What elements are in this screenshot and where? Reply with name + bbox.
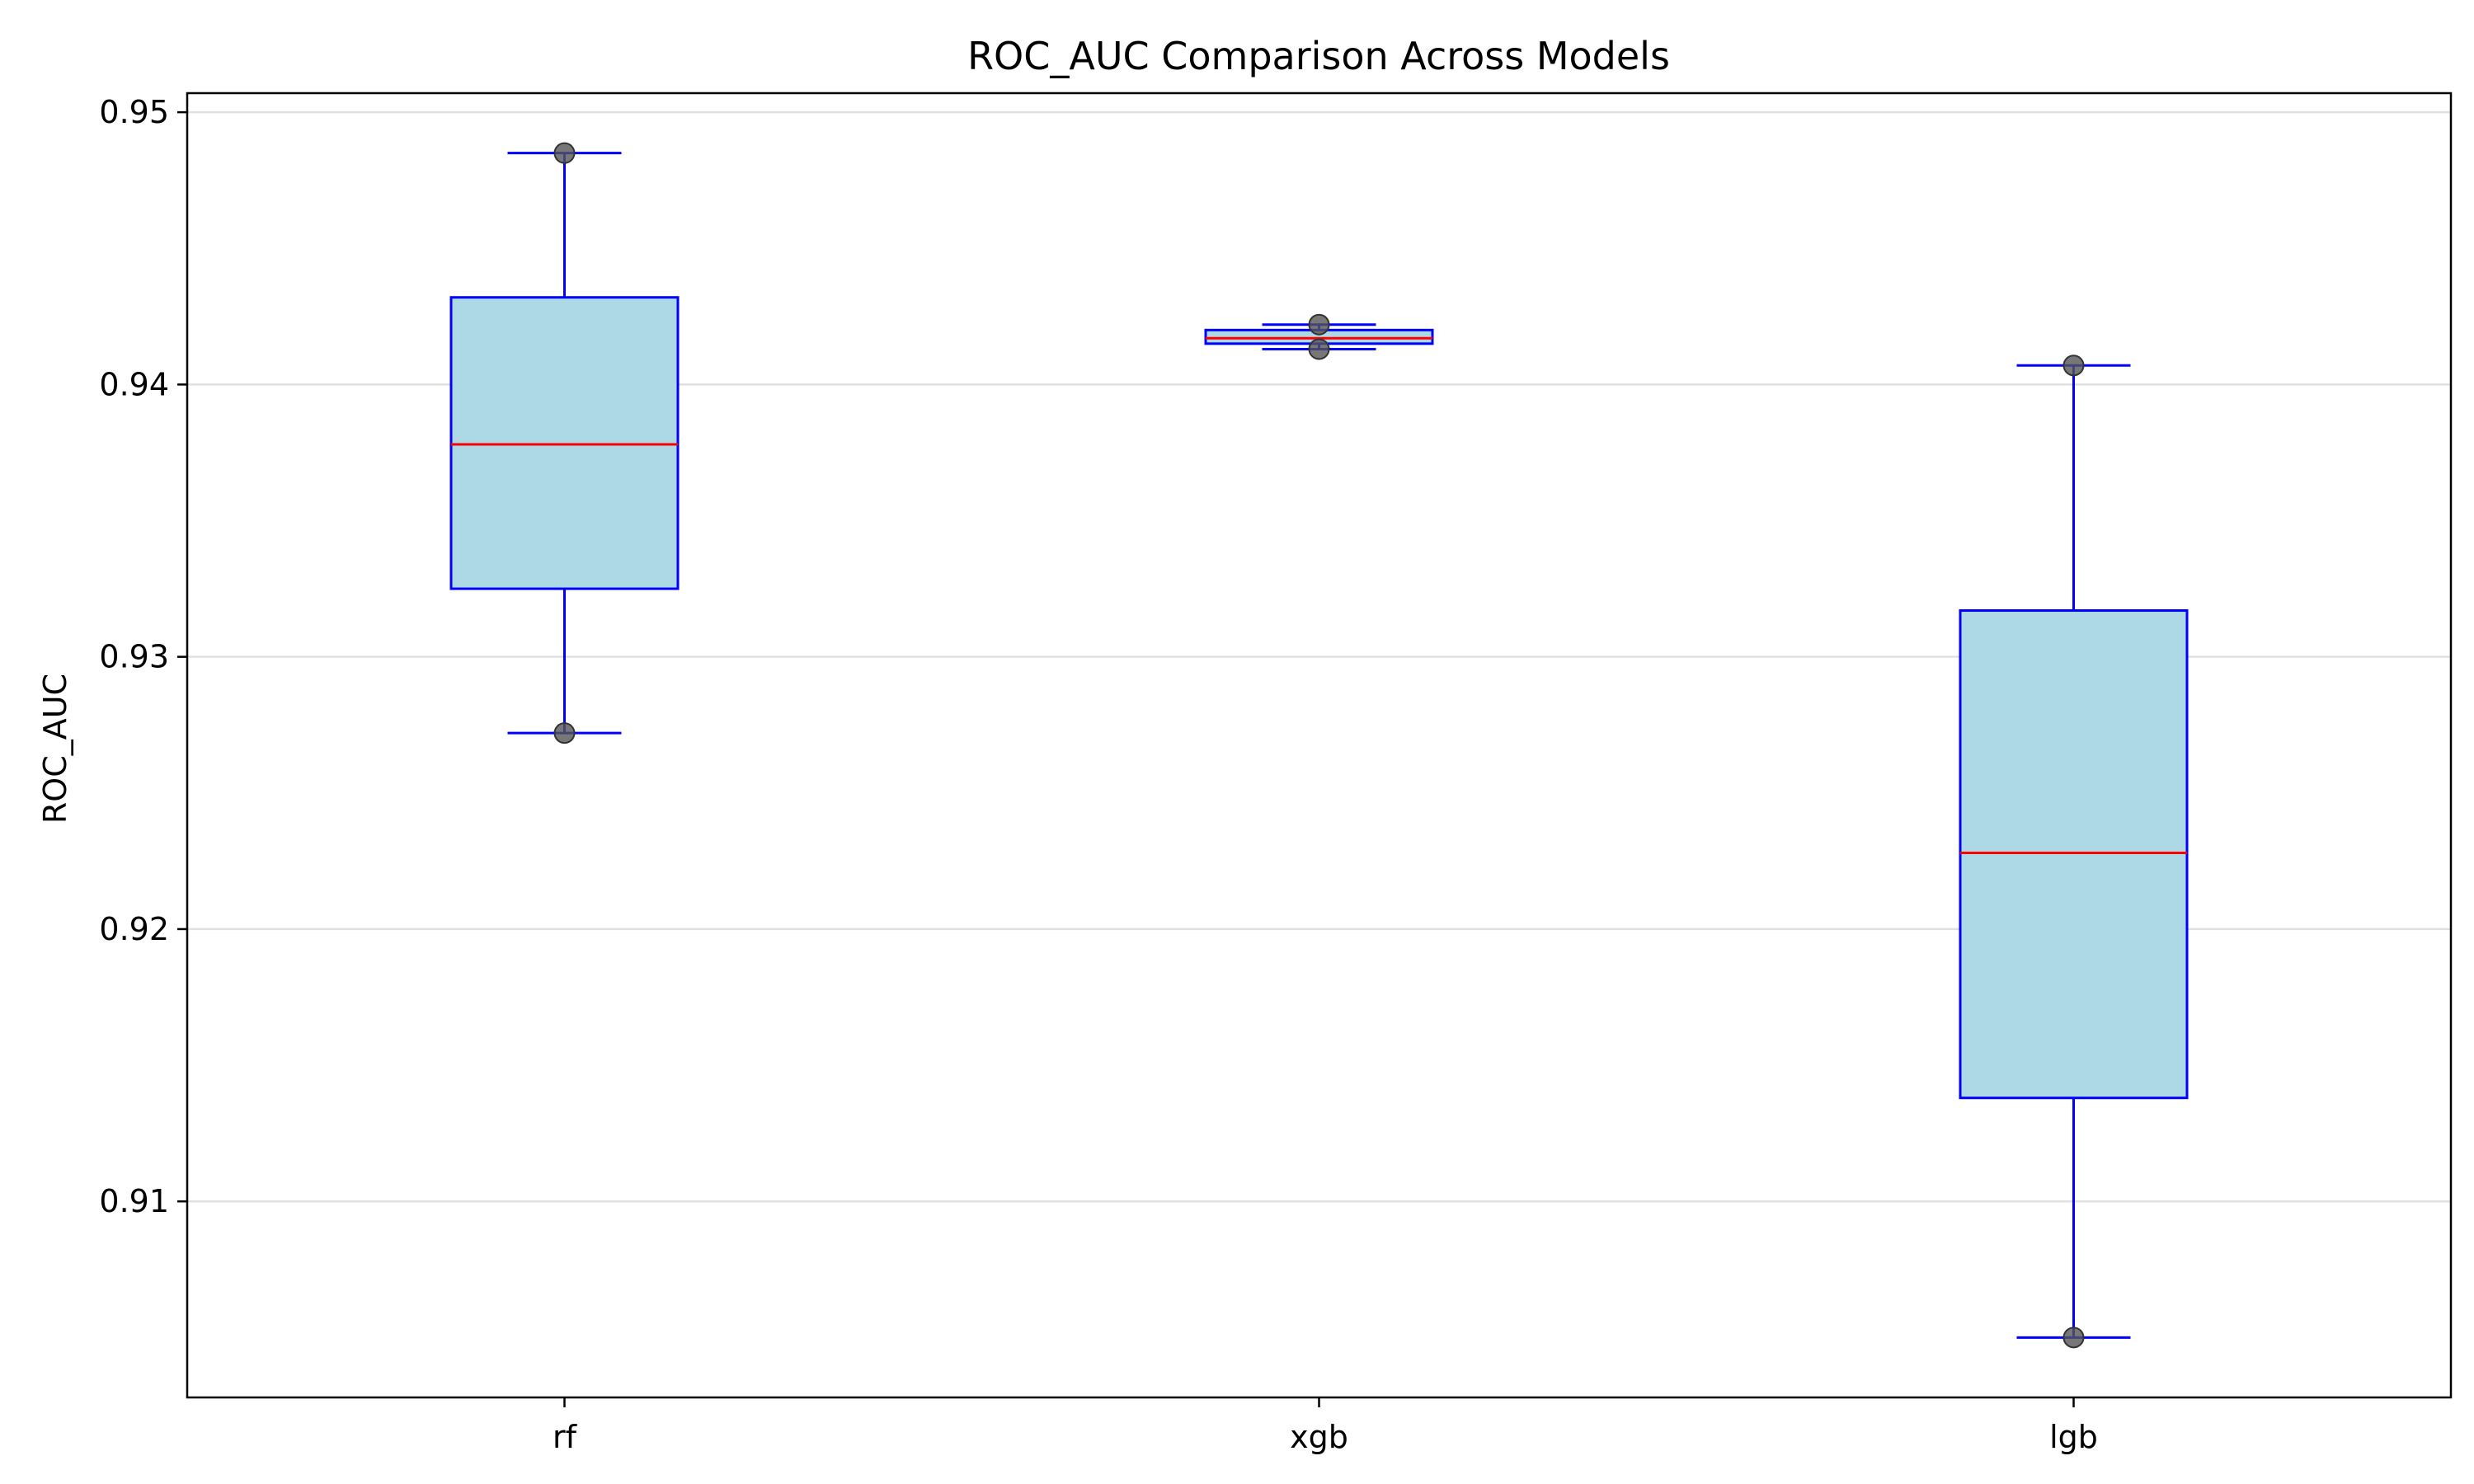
data-point-xgb-0 [1308, 313, 1330, 336]
data-point-rf-1 [553, 722, 576, 744]
y-tick-label-4: 0.95 [99, 94, 169, 130]
data-point-lgb-0 [2062, 355, 2085, 377]
box-lgb [1959, 355, 2189, 1349]
axis-ticks: 0.91 0.92 0.93 0.94 0.95 rf xgb lgb [99, 94, 2098, 1455]
chart-title: ROC_AUC Comparison Across Models [967, 34, 1670, 78]
iqr-box-rf [449, 296, 680, 590]
plot-area [449, 142, 2189, 1349]
data-point-lgb-1 [2062, 1327, 2085, 1349]
x-tick-label-xgb: xgb [1290, 1419, 1348, 1455]
y-axis-label: ROC_AUC [37, 674, 73, 824]
box-xgb [1204, 313, 1434, 360]
y-tick-label-3: 0.94 [99, 366, 169, 402]
iqr-box-lgb [1959, 609, 2189, 1100]
x-tick-label-rf: rf [553, 1419, 578, 1455]
box-rf [449, 142, 680, 744]
y-tick-label-2: 0.93 [99, 639, 169, 675]
y-tick-label-1: 0.92 [99, 911, 169, 947]
x-tick-label-lgb: lgb [2049, 1419, 2098, 1455]
y-tick-label-0: 0.91 [99, 1183, 169, 1219]
data-point-rf-0 [553, 142, 576, 164]
data-point-xgb-1 [1308, 338, 1330, 360]
